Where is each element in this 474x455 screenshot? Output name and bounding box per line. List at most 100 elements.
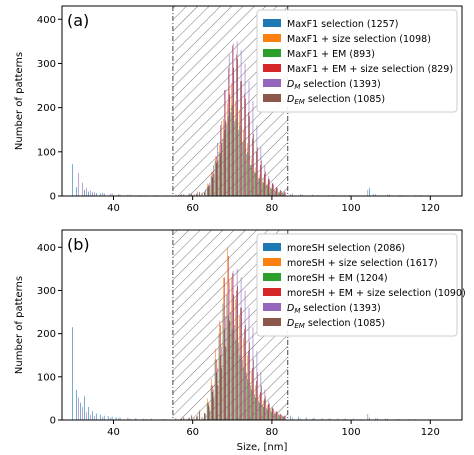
bar — [385, 418, 386, 420]
x-tick-label: 80 — [266, 427, 279, 438]
bar — [300, 194, 301, 196]
legend — [256, 9, 458, 113]
bar — [282, 193, 284, 196]
bar — [86, 412, 87, 420]
bar — [102, 416, 103, 420]
bar — [247, 142, 248, 196]
legend-entry: MaxF1 + size selection (1098) — [287, 34, 431, 45]
bar — [215, 156, 216, 196]
bar — [217, 142, 218, 196]
bar — [118, 418, 119, 420]
bar — [240, 277, 242, 420]
bar — [208, 402, 210, 420]
bar — [111, 193, 113, 196]
bar — [263, 182, 265, 196]
bar — [84, 189, 85, 196]
bar — [253, 359, 254, 420]
bar — [313, 417, 315, 420]
bar — [248, 81, 250, 196]
bar — [279, 192, 280, 196]
bar — [207, 404, 209, 420]
bar — [276, 412, 278, 420]
bar — [262, 181, 263, 196]
bar — [282, 193, 283, 196]
bar — [94, 416, 95, 420]
bar — [276, 188, 278, 196]
legend-entry: MaxF1 + EM + size selection (829) — [287, 64, 453, 75]
bar — [233, 294, 235, 420]
bar — [270, 408, 272, 420]
bar — [78, 173, 80, 196]
bar — [181, 194, 182, 196]
x-tick-label: 40 — [107, 427, 120, 438]
bar — [271, 408, 273, 420]
bar — [257, 372, 258, 420]
bar — [276, 187, 278, 196]
bar — [329, 418, 331, 420]
bar — [300, 418, 301, 420]
bar — [280, 190, 282, 196]
bar — [196, 193, 198, 196]
legend-swatch — [263, 19, 281, 27]
bar — [254, 171, 255, 196]
legend-swatch — [263, 288, 281, 296]
bar — [279, 415, 280, 420]
bar — [224, 89, 226, 196]
bar — [256, 125, 258, 196]
bar — [206, 402, 208, 420]
bar — [102, 192, 103, 196]
bar — [345, 418, 347, 420]
bar — [237, 59, 238, 196]
bar — [193, 418, 195, 420]
bar — [243, 368, 245, 420]
y-tick-label: 100 — [37, 147, 56, 158]
bar — [223, 277, 224, 420]
bar — [214, 160, 216, 196]
bar — [218, 333, 220, 420]
bar — [256, 350, 258, 420]
bar — [225, 346, 227, 420]
bar — [252, 368, 253, 420]
legend — [256, 233, 458, 337]
bar — [258, 394, 260, 420]
bar — [266, 183, 268, 196]
bar — [267, 179, 269, 196]
bar — [278, 414, 279, 420]
bar — [272, 182, 274, 196]
bar — [220, 325, 222, 420]
bar — [276, 411, 278, 420]
bar — [239, 316, 240, 420]
y-tick-label: 300 — [37, 59, 56, 70]
bar — [238, 129, 240, 196]
bar — [262, 400, 264, 420]
bar — [211, 171, 212, 196]
bar — [103, 415, 105, 420]
bar — [290, 194, 291, 196]
bar — [259, 402, 261, 420]
legend-entry: DEM selection (1085) — [287, 318, 385, 330]
bar — [183, 194, 184, 196]
bar — [208, 184, 210, 196]
bar — [240, 81, 241, 196]
bar — [353, 418, 354, 420]
bar — [267, 404, 269, 420]
bar — [196, 416, 197, 420]
x-tick-label: 40 — [107, 203, 120, 214]
bar — [209, 411, 211, 420]
legend-entry: moreSH + EM (1204) — [287, 273, 388, 284]
x-axis-label: Size, [nm] — [237, 442, 288, 453]
bar — [191, 414, 193, 420]
bar — [199, 191, 201, 196]
bar — [270, 188, 271, 196]
bar — [188, 418, 190, 420]
bar — [254, 394, 255, 420]
bar — [279, 190, 281, 196]
bar — [198, 411, 200, 420]
bar — [290, 415, 291, 420]
bar — [175, 418, 177, 420]
bar — [250, 385, 252, 420]
bar — [226, 125, 228, 196]
bar — [211, 177, 213, 196]
bar — [129, 194, 131, 196]
bar — [258, 174, 260, 196]
